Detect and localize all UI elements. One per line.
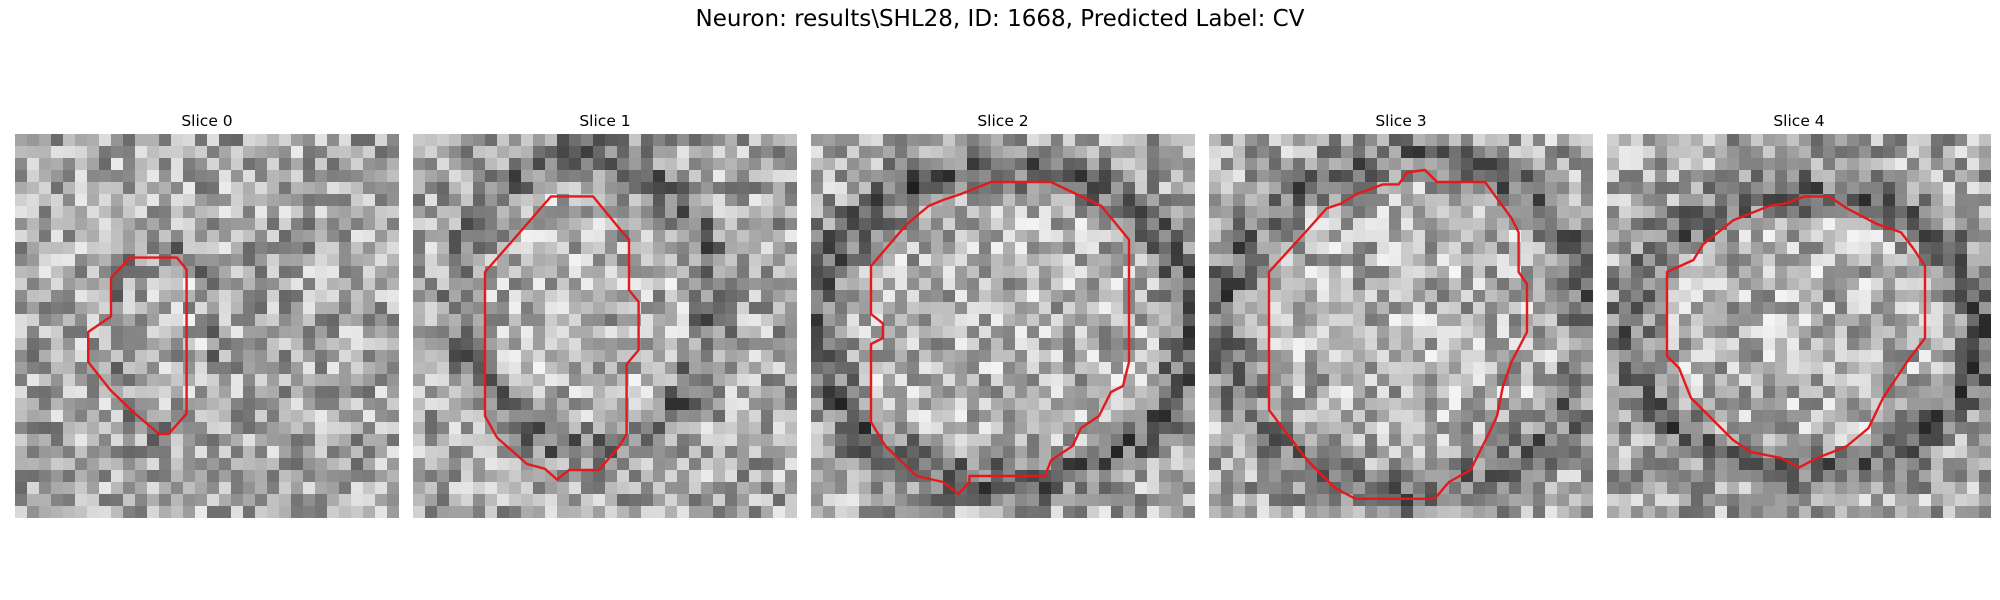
slice-image-1 <box>413 134 797 518</box>
slice-image-0 <box>15 134 399 518</box>
slice-image-4 <box>1607 134 1991 518</box>
figure-title: Neuron: results\SHL28, ID: 1668, Predict… <box>695 6 1305 32</box>
pixel-grid <box>413 134 797 518</box>
slice-panel-0: Slice 0 <box>15 108 399 518</box>
neuron-contour <box>86 256 188 436</box>
pixel-grid <box>1607 134 1991 518</box>
neuron-contour <box>483 195 640 481</box>
neuron-contour <box>1267 168 1529 500</box>
slice-title-3: Slice 3 <box>1375 112 1427 130</box>
pixel-grid <box>1209 134 1593 518</box>
slice-title-1: Slice 1 <box>579 112 631 130</box>
slice-panel-4: Slice 4 <box>1607 108 1991 518</box>
slice-title-0: Slice 0 <box>181 112 233 130</box>
neuron-contour <box>869 180 1131 496</box>
pixel-grid <box>15 134 399 518</box>
slice-image-3 <box>1209 134 1593 518</box>
slice-title-4: Slice 4 <box>1773 112 1825 130</box>
slice-title-2: Slice 2 <box>977 112 1029 130</box>
pixel-grid <box>811 134 1195 518</box>
slice-panel-3: Slice 3 <box>1209 108 1593 518</box>
neuron-contour <box>1665 195 1927 469</box>
slice-image-2 <box>811 134 1195 518</box>
slice-panel-1: Slice 1 <box>413 108 797 518</box>
slice-panel-2: Slice 2 <box>811 108 1195 518</box>
